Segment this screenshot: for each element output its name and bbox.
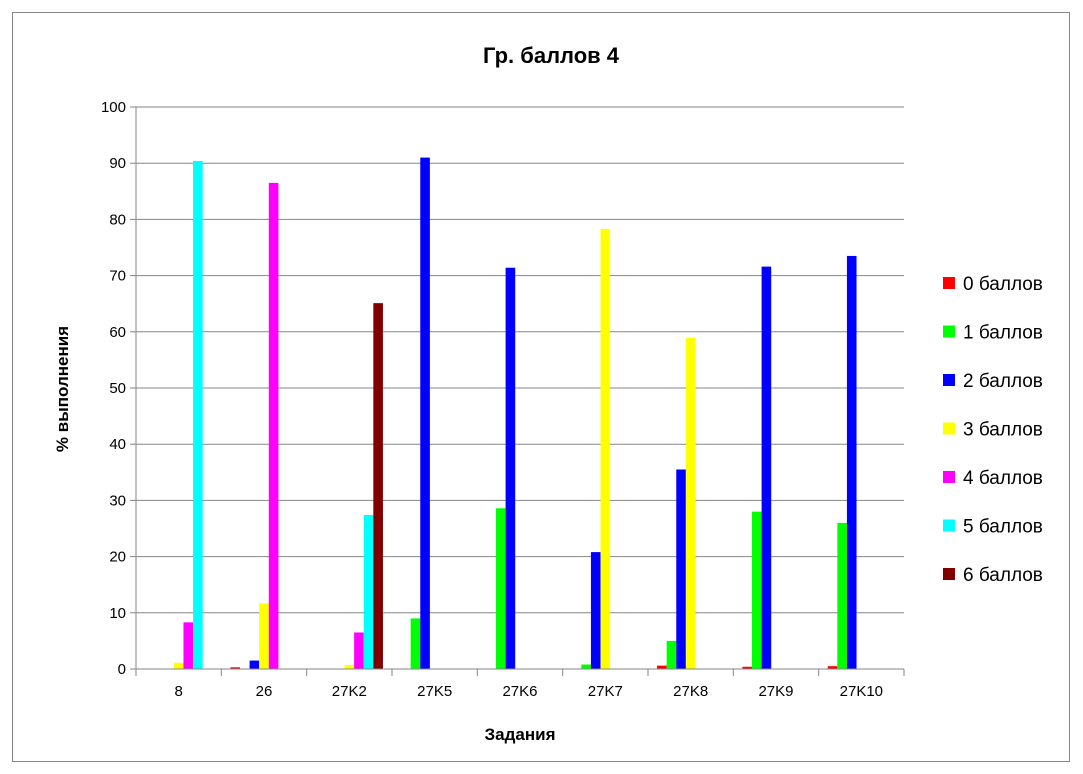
- bar: [354, 632, 364, 669]
- bar: [363, 515, 374, 669]
- legend-swatch: [943, 422, 955, 435]
- bar: [837, 522, 847, 669]
- legend-swatch: [943, 374, 955, 386]
- y-tick-label: 30: [109, 492, 126, 509]
- y-axis-title: % выполнения: [53, 326, 72, 452]
- y-tick-label: 90: [109, 155, 126, 172]
- x-tick-label: 27K10: [840, 683, 883, 700]
- bar: [173, 662, 184, 669]
- x-tick-label: 27K5: [417, 683, 452, 700]
- bars: [173, 157, 857, 670]
- y-tick-label: 0: [118, 661, 126, 678]
- bar: [420, 157, 430, 669]
- legend: 0 баллов 1 баллов 2 баллов 3 баллов 4 баллов…: [943, 274, 1043, 586]
- legend-swatch: [943, 471, 955, 483]
- y-tick-label: 70: [109, 268, 126, 285]
- y-tick-label: 80: [109, 211, 126, 228]
- bar: [259, 603, 269, 669]
- chart-frame: 0 10 20 30 40 50 60 70 80 90 100 8 26 27K2 27K5 27K6 27K…: [12, 12, 1070, 762]
- y-tick-label: 50: [109, 380, 126, 397]
- bar: [676, 469, 686, 669]
- x-axis-title: Задания: [485, 725, 556, 744]
- legend-label: 3 баллов: [963, 420, 1043, 441]
- chart-title: Гр. баллов 4: [483, 43, 620, 68]
- x-tick-label: 27K7: [588, 683, 623, 700]
- bar: [505, 267, 516, 669]
- bar: [230, 667, 240, 669]
- legend-label: 5 баллов: [963, 517, 1043, 538]
- bar: [496, 508, 506, 669]
- bar: [657, 665, 667, 669]
- bar: [846, 255, 857, 669]
- bar: [344, 665, 355, 669]
- bar: [666, 640, 677, 669]
- x-tick-label: 27K2: [332, 683, 367, 700]
- bar: [600, 228, 611, 670]
- gridlines: [136, 106, 904, 614]
- legend-swatch: [943, 325, 955, 338]
- y-tick-label: 100: [101, 99, 126, 116]
- legend-label: 0 баллов: [963, 274, 1043, 295]
- bar: [193, 160, 203, 669]
- y-tick-label: 20: [109, 549, 126, 566]
- legend-label: 1 баллов: [963, 323, 1043, 344]
- x-tick-label: 8: [174, 683, 182, 700]
- x-tick-label: 27K6: [502, 683, 537, 700]
- bar: [685, 337, 696, 669]
- legend-swatch: [943, 519, 955, 532]
- x-tick-label: 27K9: [758, 683, 793, 700]
- bar: [410, 618, 421, 669]
- legend-label: 6 баллов: [963, 565, 1043, 586]
- y-tick-label: 10: [109, 605, 126, 622]
- chart-svg: 0 10 20 30 40 50 60 70 80 90 100 8 26 27K2 27K5 27K6 27K…: [53, 43, 1043, 744]
- bar: [590, 552, 601, 669]
- y-tick-label: 60: [109, 324, 126, 341]
- bar: [581, 664, 591, 669]
- legend-label: 2 баллов: [963, 371, 1043, 392]
- bar: [827, 666, 838, 669]
- bar: [742, 666, 752, 669]
- legend-swatch: [943, 568, 955, 580]
- bar: [249, 660, 260, 669]
- bar: [761, 266, 772, 669]
- bar: [373, 303, 383, 669]
- legend-swatch: [943, 277, 955, 289]
- bar: [752, 511, 762, 669]
- bar: [268, 182, 279, 669]
- x-tick-label: 26: [256, 683, 273, 700]
- y-tick-label: 40: [109, 436, 126, 453]
- bar: [183, 622, 194, 669]
- x-tick-label: 27K8: [673, 683, 708, 700]
- legend-label: 4 баллов: [963, 468, 1043, 489]
- axes: 0 10 20 30 40 50 60 70 80 90 100 8 26 27K2 27K5 27K6 27K…: [101, 99, 905, 700]
